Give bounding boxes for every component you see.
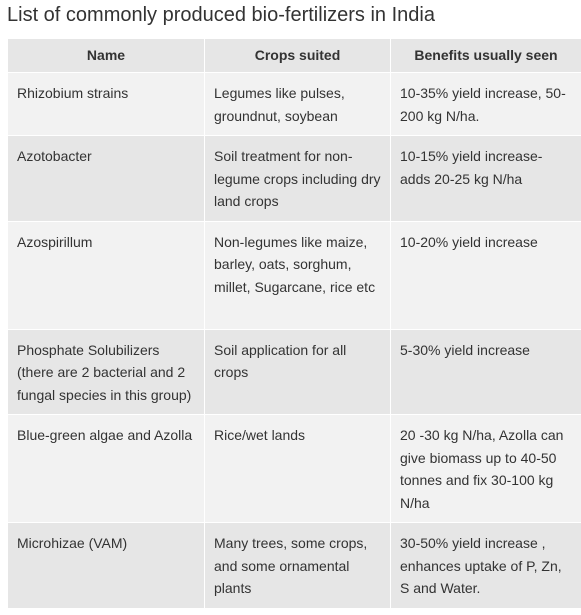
- column-header-name: Name: [7, 38, 205, 73]
- cell-name: Azospirillum: [7, 220, 205, 330]
- table-row: Rhizobium strains Legumes like pulses, g…: [7, 72, 581, 136]
- cell-benefits: 10-15% yield increase- adds 20-25 kg N/h…: [390, 135, 581, 222]
- column-header-crops: Crops suited: [204, 38, 391, 73]
- cell-benefits: 30-50% yield increase , enhances uptake …: [390, 522, 581, 609]
- table-row: Microhizae (VAM) Many trees, some crops,…: [7, 522, 581, 609]
- page-title: List of commonly produced bio-fertilizer…: [7, 4, 435, 26]
- cell-crops: Soil treatment for non-legume crops incl…: [204, 135, 391, 222]
- bio-fertilizer-table: Name Crops suited Benefits usually seen …: [7, 38, 581, 609]
- cell-benefits: 5-30% yield increase: [390, 328, 581, 415]
- cell-benefits: 10-35% yield increase, 50-200 kg N/ha.: [390, 72, 581, 136]
- cell-crops: Non-legumes like maize, barley, oats, so…: [204, 220, 391, 330]
- table-header-row: Name Crops suited Benefits usually seen: [7, 38, 581, 73]
- table-row: Phosphate Solubilizers (there are 2 bact…: [7, 328, 581, 415]
- cell-name: Blue-green algae and Azolla: [7, 414, 205, 523]
- table-row: Azospirillum Non-legumes like maize, bar…: [7, 220, 581, 330]
- table-row: Azotobacter Soil treatment for non-legum…: [7, 135, 581, 222]
- cell-name: Azotobacter: [7, 135, 205, 222]
- cell-crops: Many trees, some crops, and some ornamen…: [204, 522, 391, 609]
- cell-name: Phosphate Solubilizers (there are 2 bact…: [7, 328, 205, 415]
- cell-benefits: 20 -30 kg N/ha, Azolla can give biomass …: [390, 414, 581, 523]
- cell-benefits: 10-20% yield increase: [390, 220, 581, 330]
- cell-crops: Legumes like pulses, groundnut, soybean: [204, 72, 391, 136]
- cell-crops: Soil application for all crops: [204, 328, 391, 415]
- cell-name: Microhizae (VAM): [7, 522, 205, 609]
- cell-crops: Rice/wet lands: [204, 414, 391, 523]
- column-header-benefits: Benefits usually seen: [390, 38, 581, 73]
- table-row: Blue-green algae and Azolla Rice/wet lan…: [7, 414, 581, 523]
- cell-name: Rhizobium strains: [7, 72, 205, 136]
